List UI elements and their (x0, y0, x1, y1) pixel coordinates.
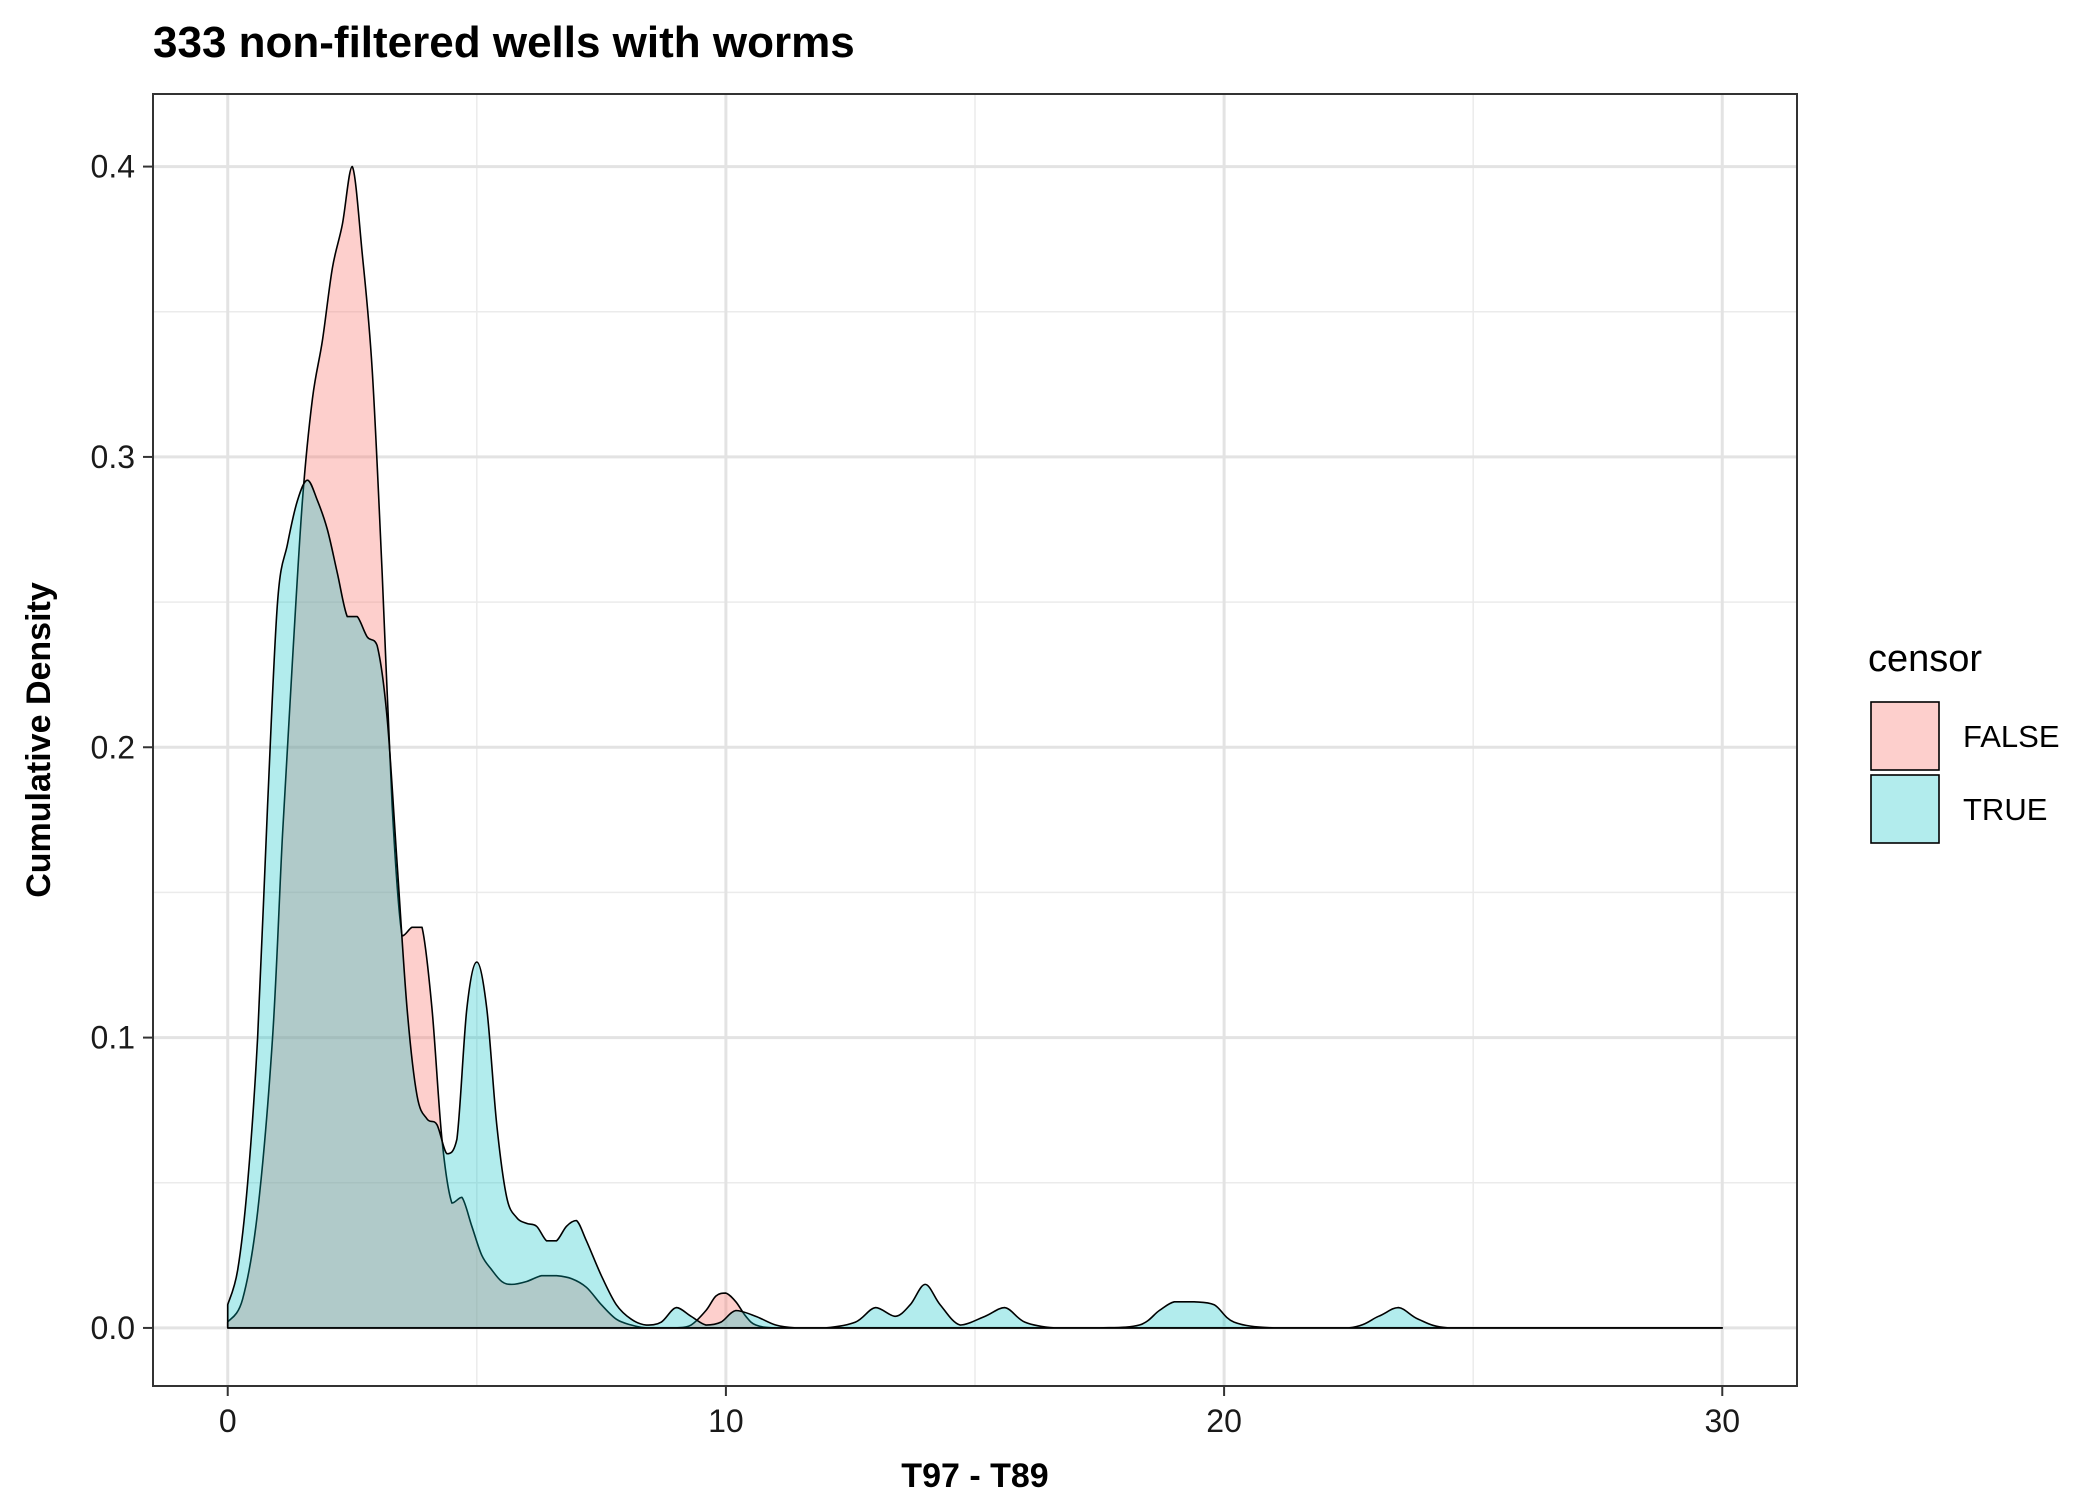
density-area-true (226, 479, 1724, 1329)
legend-key-true (1870, 774, 1940, 844)
chart-title: 333 non-filtered wells with worms (153, 18, 855, 67)
x-tick-label: 10 (708, 1403, 744, 1439)
y-tick-label: 0.3 (91, 439, 135, 475)
y-tick-label: 0.0 (91, 1310, 135, 1346)
y-axis: 0.0 0.1 0.2 0.3 0.4 (91, 149, 153, 1346)
density-area-false (226, 165, 1724, 1329)
plot-border (152, 93, 1798, 1387)
legend-label-false: FALSE (1963, 719, 2060, 754)
x-axis-title: T97 - T89 (901, 1457, 1048, 1495)
x-tick-label: 20 (1206, 1403, 1242, 1439)
x-axis: 0 10 20 30 (219, 1386, 1740, 1439)
legend-title: censor (1868, 638, 1982, 680)
legend: censor FALSE TRUE (1868, 638, 2060, 844)
legend-key-false (1870, 701, 1940, 771)
y-axis-title: Cumulative Density (20, 582, 58, 898)
legend-label-true: TRUE (1963, 792, 2047, 827)
legend-key-bg (1870, 701, 1940, 771)
y-tick-label: 0.1 (91, 1020, 135, 1056)
y-tick-label: 0.4 (91, 149, 135, 185)
legend-key-bg (1870, 774, 1940, 844)
series-layer (226, 165, 1724, 1329)
grid (153, 94, 1797, 1386)
y-tick-label: 0.2 (91, 729, 135, 765)
x-tick-label: 30 (1704, 1403, 1740, 1439)
x-tick-label: 0 (219, 1403, 237, 1439)
